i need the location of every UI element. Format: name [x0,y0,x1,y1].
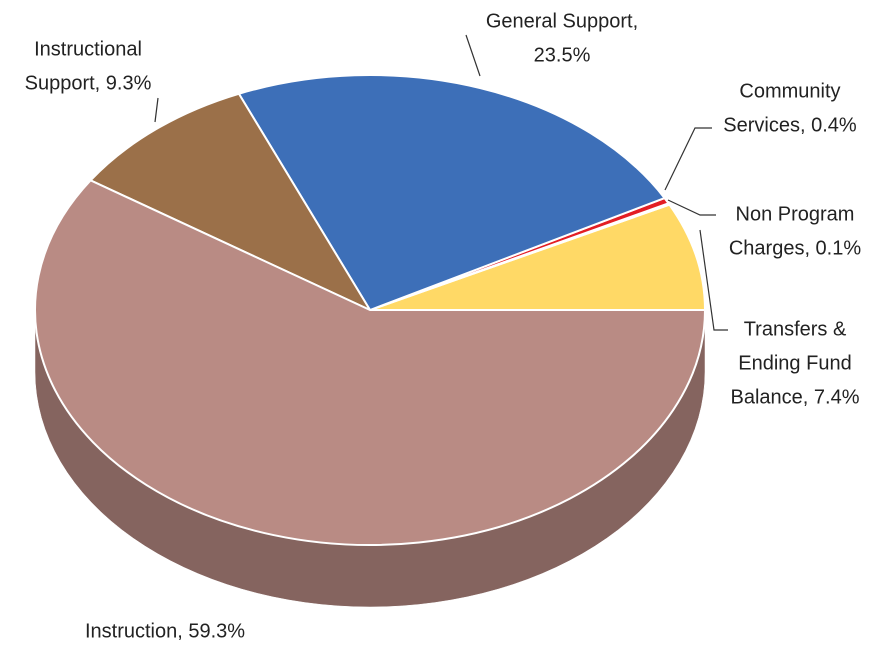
data-label: Services, 0.4% [723,114,857,136]
leader-line [699,229,728,331]
leader-line [154,97,159,123]
leader-line [465,34,481,77]
data-label: Instruction, 59.3% [85,620,245,642]
data-label: Transfers & [744,318,847,340]
pie-slice [369,203,707,311]
data-label: General Support, [486,10,638,32]
data-label: Non Program [736,203,855,225]
leader-line [667,199,716,216]
data-label: Community [739,80,840,102]
leader-line [664,127,712,191]
pie-slice [34,179,707,546]
data-label: Charges, 0.1% [729,237,862,259]
data-label: Ending Fund [738,352,851,374]
data-label: Support, 9.3% [25,72,152,94]
pie-slice [237,74,667,312]
pie-slice [88,92,373,313]
data-label: Instructional [34,38,142,60]
data-label: Balance, 7.4% [731,386,860,408]
data-label: 23.5% [534,44,591,66]
